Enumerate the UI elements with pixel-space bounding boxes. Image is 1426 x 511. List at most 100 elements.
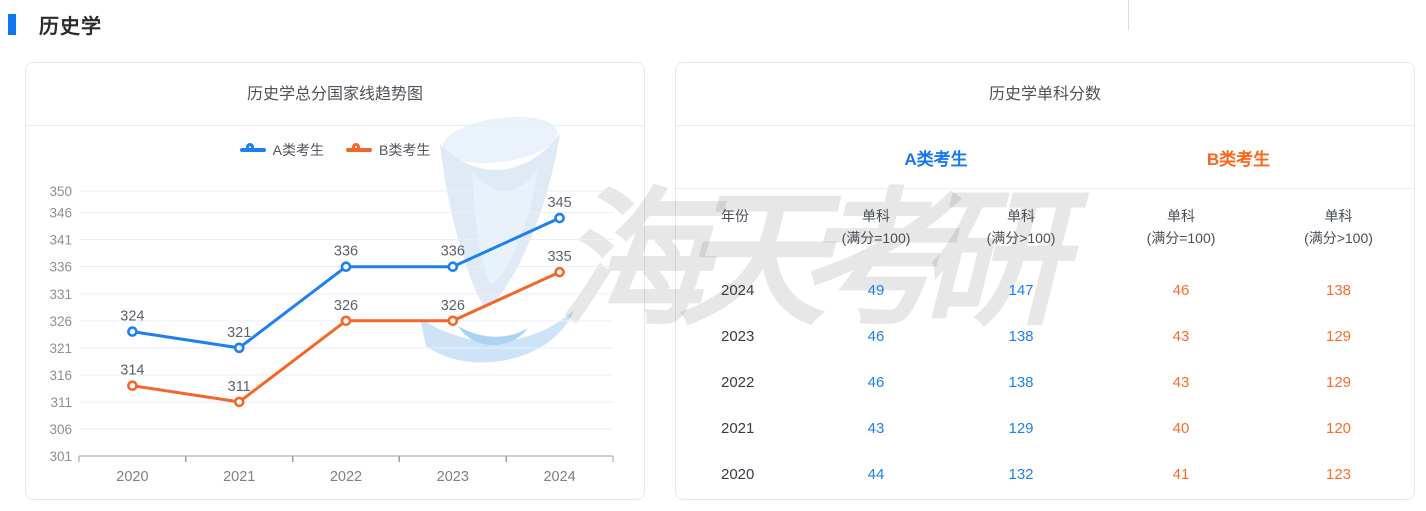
x-tick-label: 2021 (223, 469, 255, 485)
score-cell: 46 (1172, 281, 1190, 299)
score-cell: 120 (1325, 419, 1352, 437)
trend-chart-card: 历史学总分国家线趋势图 A类考生 B类考生 350 346 341 336 331 326… (25, 62, 645, 500)
data-point-label: 311 (228, 379, 251, 395)
chart-legend: A类考生 B类考生 (26, 126, 644, 173)
group-header-b: B类考生 (1206, 149, 1271, 169)
score-cell: 46 (867, 373, 885, 391)
column-header-year: 年份 (721, 208, 749, 224)
data-point-label: 335 (547, 249, 571, 265)
data-point-marker[interactable] (340, 315, 352, 327)
y-tick-label: 341 (49, 233, 72, 248)
x-tick-label: 2022 (330, 469, 362, 485)
legend-label-a: A类考生 (272, 141, 324, 158)
score-cell: 138 (1008, 373, 1034, 391)
data-point-label: 345 (547, 195, 571, 211)
data-point-marker[interactable] (233, 342, 245, 354)
column-header-score: 单科 (满分>100) (1304, 208, 1373, 246)
score-cell: 138 (1325, 281, 1352, 299)
data-point-marker[interactable] (127, 326, 138, 337)
year-cell: 2020 (721, 465, 755, 483)
series-A类考生: 324 321 336 336 345 (120, 195, 572, 354)
column-header-score: 单科 (满分=100) (1146, 208, 1216, 246)
column-header-score: 单科 (满分>100) (986, 208, 1056, 246)
y-tick-label: 306 (49, 422, 72, 437)
data-point-marker[interactable] (447, 315, 459, 327)
data-point-label: 336 (441, 244, 465, 260)
y-tick-label: 301 (49, 449, 72, 464)
year-cell: 2023 (721, 327, 755, 345)
y-tick-label: 321 (49, 341, 72, 356)
data-point-label: 314 (120, 363, 144, 379)
data-point-marker[interactable] (127, 380, 138, 391)
legend-marker-b-icon (346, 142, 372, 157)
x-axis (78, 455, 614, 462)
y-tick-label: 331 (49, 287, 72, 302)
x-tick-label: 2023 (437, 469, 469, 485)
score-cell: 129 (1325, 327, 1352, 345)
table-body: 2024 49 147 46 138 2023 46 138 43 129 2022 46 138 43 1… (676, 267, 1414, 497)
data-point-marker[interactable] (554, 212, 565, 224)
table-group-header-row: A类考生 B类考生 (676, 126, 1414, 189)
score-cell: 43 (1172, 373, 1190, 391)
year-cell: 2022 (721, 373, 755, 391)
score-cell: 49 (867, 281, 885, 299)
score-cell: 147 (1008, 281, 1034, 299)
x-tick-label: 2020 (116, 469, 148, 485)
year-cell: 2024 (721, 281, 755, 299)
table-column-header-row: 年份 单科 (满分=100) 单科 (满分>100) 单科 (满分=100) 单科 (满分>10… (676, 189, 1414, 267)
score-cell: 138 (1008, 327, 1034, 345)
score-cell: 43 (1172, 327, 1190, 345)
y-axis-labels: 350 346 341 336 331 326 321 316 311 306 301 (49, 184, 72, 464)
data-point-marker[interactable] (340, 261, 352, 273)
column-header-score: 单科 (满分=100) (841, 208, 911, 246)
score-cell: 129 (1325, 373, 1352, 391)
table-row: 2022 46 138 43 129 (676, 359, 1414, 405)
data-point-marker[interactable] (554, 266, 565, 278)
score-cell: 44 (867, 465, 885, 483)
x-tick-label: 2024 (543, 469, 575, 485)
y-tick-label: 316 (49, 368, 72, 383)
y-tick-label: 346 (49, 206, 72, 221)
chart-title: 历史学总分国家线趋势图 (26, 63, 644, 126)
section-header: 历史学 (8, 10, 102, 39)
series-B类考生: 314 311 326 326 335 (120, 249, 572, 408)
score-table-card: 历史学单科分数 A类考生 B类考生 年份 单科 (满分=100) 单科 (满分>100)… (675, 62, 1415, 500)
score-cell: 123 (1325, 465, 1352, 483)
table-title: 历史学单科分数 (676, 63, 1414, 126)
score-cell: 46 (867, 327, 885, 345)
data-point-marker[interactable] (447, 261, 459, 273)
legend-marker-a-icon (239, 142, 266, 157)
table-row: 2024 49 147 46 138 (676, 267, 1414, 313)
section-accent-bar (8, 14, 16, 35)
line-chart: 350 346 341 336 331 326 321 316 311 306 301 2020 202… (26, 173, 646, 503)
data-point-label: 324 (120, 309, 144, 325)
y-tick-label: 326 (49, 314, 72, 329)
section-title: 历史学 (39, 16, 102, 38)
series-line (130, 270, 562, 404)
data-point-label: 321 (227, 325, 251, 341)
table-row: 2021 43 129 40 120 (676, 405, 1414, 451)
series-line (130, 216, 562, 350)
legend-label-b: B类考生 (379, 141, 431, 158)
score-cell: 41 (1172, 465, 1190, 483)
legend-item-b[interactable]: B类考生 (346, 140, 430, 160)
data-point-label: 326 (441, 298, 465, 314)
data-point-marker[interactable] (233, 396, 245, 408)
data-point-label: 336 (334, 244, 358, 260)
top-right-divider (1128, 0, 1129, 30)
table-row: 2020 44 132 41 123 (676, 451, 1414, 497)
year-cell: 2021 (721, 419, 755, 437)
y-tick-label: 336 (49, 260, 72, 275)
data-point-label: 326 (334, 298, 358, 314)
score-cell: 43 (867, 419, 885, 437)
group-header-a: A类考生 (904, 149, 968, 169)
x-axis-labels: 2020 2021 2022 2023 2024 (116, 469, 575, 485)
y-tick-label: 311 (50, 395, 72, 410)
score-cell: 40 (1172, 419, 1190, 437)
score-cell: 129 (1008, 419, 1034, 437)
table-row: 2023 46 138 43 129 (676, 313, 1414, 359)
score-cell: 132 (1008, 465, 1034, 483)
y-tick-label: 350 (49, 184, 72, 199)
legend-item-a[interactable]: A类考生 (239, 140, 324, 160)
